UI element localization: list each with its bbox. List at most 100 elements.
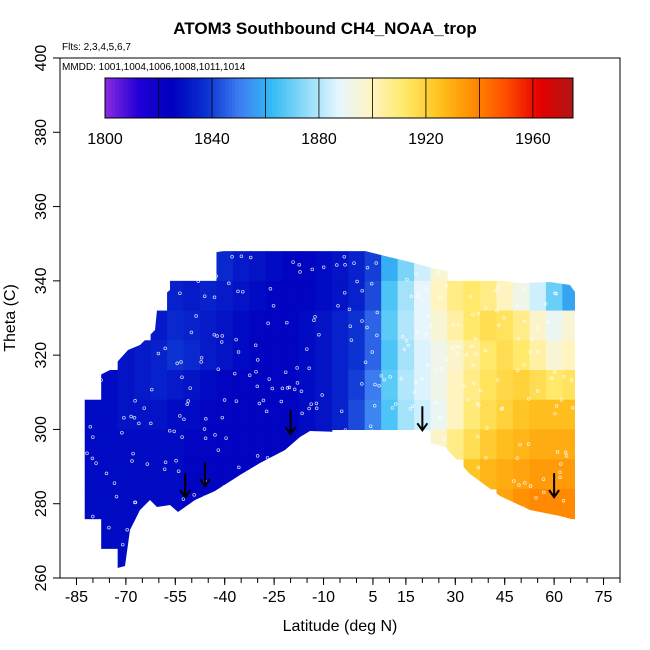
sample-point xyxy=(247,373,252,378)
field-cell xyxy=(101,399,119,431)
field-cell xyxy=(545,370,563,401)
sample-point xyxy=(375,310,380,315)
sample-point xyxy=(530,337,535,342)
sample-point xyxy=(295,366,299,370)
field-cell xyxy=(529,399,547,431)
y-tick-label: 400 xyxy=(33,45,50,72)
sample-point xyxy=(300,411,304,416)
sample-point xyxy=(339,528,343,533)
sample-point xyxy=(122,415,126,420)
sample-point xyxy=(442,437,446,441)
field-cell xyxy=(463,399,481,431)
sample-point xyxy=(502,316,506,320)
sample-point xyxy=(236,350,241,354)
colorbar-swatch xyxy=(298,78,303,118)
field-cell xyxy=(348,251,366,282)
sample-point xyxy=(554,404,559,408)
sample-point xyxy=(375,543,379,548)
sample-point xyxy=(459,473,463,477)
field-cell xyxy=(150,488,168,520)
x-tick-label: -40 xyxy=(213,589,236,606)
field-cell xyxy=(414,280,432,312)
colorbar-swatch xyxy=(476,78,480,118)
sample-point xyxy=(321,265,326,270)
field-cell xyxy=(200,488,218,520)
sample-point xyxy=(553,411,557,416)
sample-point xyxy=(309,436,313,441)
colorbar-swatch xyxy=(479,78,484,118)
sample-point xyxy=(413,390,417,394)
sample-point xyxy=(283,370,288,374)
sample-point xyxy=(435,367,439,371)
sample-point xyxy=(116,267,120,271)
sample-point xyxy=(196,279,201,283)
sample-point xyxy=(84,295,89,299)
field-cell xyxy=(447,429,465,460)
sample-point xyxy=(290,530,294,534)
colorbar-swatch xyxy=(228,78,233,118)
sample-point xyxy=(287,451,292,455)
sample-point xyxy=(162,467,167,471)
colorbar-swatch xyxy=(181,78,186,118)
sample-point xyxy=(367,494,371,499)
sample-point xyxy=(343,515,347,520)
sample-point xyxy=(496,285,500,290)
sample-point xyxy=(291,481,295,486)
sample-point xyxy=(116,295,121,299)
field-cell xyxy=(134,370,152,401)
sample-point xyxy=(133,399,137,403)
sample-point xyxy=(509,514,514,519)
sample-point xyxy=(349,338,354,342)
sample-point xyxy=(132,416,137,420)
sample-point xyxy=(405,277,409,282)
sample-point xyxy=(343,263,347,267)
field-cell xyxy=(381,280,399,312)
field-cell xyxy=(232,310,251,341)
x-tick-label: -10 xyxy=(312,589,335,606)
sample-point xyxy=(521,506,526,510)
field-cell xyxy=(167,459,185,490)
field-cell xyxy=(298,340,316,371)
colorbar-swatch xyxy=(262,78,266,118)
colorbar-swatch xyxy=(315,78,320,118)
sample-point xyxy=(344,516,349,520)
field-cell xyxy=(249,459,267,490)
sample-point xyxy=(84,352,88,357)
sample-point xyxy=(561,263,565,267)
sample-point xyxy=(553,291,557,296)
field-cell xyxy=(315,251,333,282)
sample-point xyxy=(145,528,150,532)
sample-point xyxy=(114,260,118,265)
field-cell xyxy=(101,429,119,460)
sample-point xyxy=(375,333,379,338)
y-tick-label: 320 xyxy=(33,342,50,369)
sample-point xyxy=(415,293,420,298)
colorbar-tick-label: 1880 xyxy=(301,131,337,148)
sample-point xyxy=(220,508,225,512)
sample-point xyxy=(455,351,459,356)
sample-point xyxy=(415,330,419,334)
sample-point xyxy=(312,318,316,322)
colorbar-swatch xyxy=(522,78,527,118)
sample-point xyxy=(213,433,217,437)
x-tick-label: -70 xyxy=(114,589,137,606)
field-cell xyxy=(134,459,152,490)
sample-point xyxy=(94,461,98,465)
sample-point xyxy=(494,258,498,263)
sample-point xyxy=(325,474,330,479)
field-cell xyxy=(397,280,415,312)
field-cell xyxy=(249,429,267,460)
sample-point xyxy=(359,477,363,481)
sample-point xyxy=(484,306,488,311)
sample-point xyxy=(149,387,154,392)
sample-point xyxy=(218,533,223,537)
field-cell xyxy=(101,518,119,549)
sample-point xyxy=(280,386,285,391)
sample-point xyxy=(312,453,317,458)
field-cell xyxy=(298,251,316,282)
field-cell xyxy=(348,280,366,312)
field-cell xyxy=(512,488,531,520)
field-cell xyxy=(463,370,481,401)
sample-point xyxy=(255,358,260,362)
sample-point xyxy=(275,543,280,548)
